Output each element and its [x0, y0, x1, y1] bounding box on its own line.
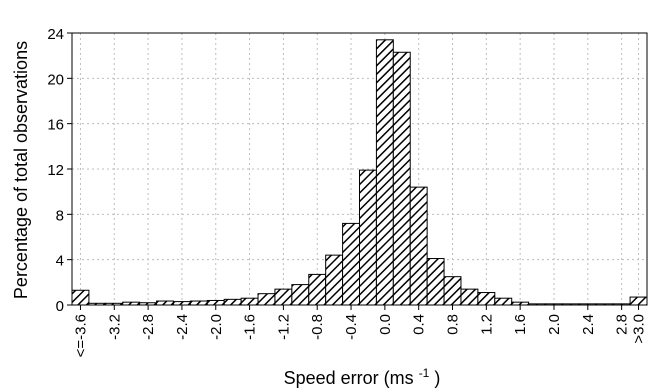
axis-ticks: [67, 32, 640, 310]
x-tick-label: -2.8: [140, 314, 157, 340]
x-tick-labels: <=-3.6 -3.2 -2.8 -2.4 -2.0 -1.6 -1.2 -0.8 -0.4 0.…: [72, 314, 647, 357]
x-tick-label: 0.8: [445, 314, 462, 335]
y-tick-label: 8: [56, 207, 64, 224]
histogram-bar: [375, 39, 394, 306]
y-tick-labels: 0 4 8 12 16 20 24: [47, 26, 64, 315]
histogram-bar: [257, 293, 276, 306]
histogram-bar: [274, 288, 293, 306]
x-tick-label: 1.6: [512, 314, 529, 335]
histogram-bar: [460, 288, 479, 306]
x-tick-label: <=-3.6: [72, 314, 89, 357]
x-tick-label: >3.0: [631, 314, 648, 344]
histogram-bar: [426, 258, 445, 306]
histogram-bar: [189, 300, 208, 306]
histogram-bar: [359, 169, 377, 306]
x-tick-label: -1.6: [242, 314, 259, 340]
y-tick-label: 20: [47, 71, 64, 88]
x-axis-label-main: Speed error (ms: [284, 368, 414, 388]
x-tick-label: 0.4: [411, 314, 428, 335]
x-tick-label: -1.2: [275, 314, 292, 340]
histogram-bar: [206, 299, 225, 306]
y-tick-label: 12: [47, 162, 64, 179]
x-tick-label: -0.4: [343, 314, 360, 340]
histogram-bar: [223, 298, 242, 306]
histogram-bar: [308, 273, 327, 306]
x-tick-label: 0.0: [377, 314, 394, 335]
x-axis-label-superscript: -1: [419, 366, 430, 380]
y-tick-label: 24: [47, 26, 64, 43]
histogram-bar: [71, 289, 90, 306]
x-tick-label: 2.4: [580, 314, 597, 335]
histogram-bar: [629, 296, 648, 306]
histogram-bar: [342, 222, 360, 306]
y-tick-label: 0: [56, 298, 64, 315]
histogram-bar: [477, 292, 496, 306]
histogram-bar: [443, 276, 462, 306]
x-axis-label: Speed error (ms -1 ): [284, 361, 441, 388]
histogram-bar: [325, 254, 344, 306]
histogram-bar: [156, 300, 174, 306]
x-tick-label: -2.0: [208, 314, 225, 340]
y-axis-label: Percentage of total observations: [11, 41, 31, 299]
histogram-bar: [291, 284, 310, 306]
x-axis-label-close: ): [434, 368, 440, 388]
histogram-bar: [409, 186, 428, 306]
x-tick-label: 1.2: [478, 314, 495, 335]
bars: [71, 39, 648, 306]
histogram-bar: [392, 51, 411, 306]
x-tick-label: -3.2: [106, 314, 123, 340]
histogram-bar: [172, 301, 191, 306]
histogram-bar: [240, 297, 259, 306]
x-tick-label: -2.4: [174, 314, 191, 340]
x-tick-label: -0.8: [309, 314, 326, 340]
x-tick-label: 2.8: [614, 314, 631, 335]
x-tick-label: 2.0: [546, 314, 563, 335]
y-tick-label: 16: [47, 117, 64, 134]
histogram-bar: [494, 297, 513, 306]
y-tick-label: 4: [56, 253, 64, 270]
